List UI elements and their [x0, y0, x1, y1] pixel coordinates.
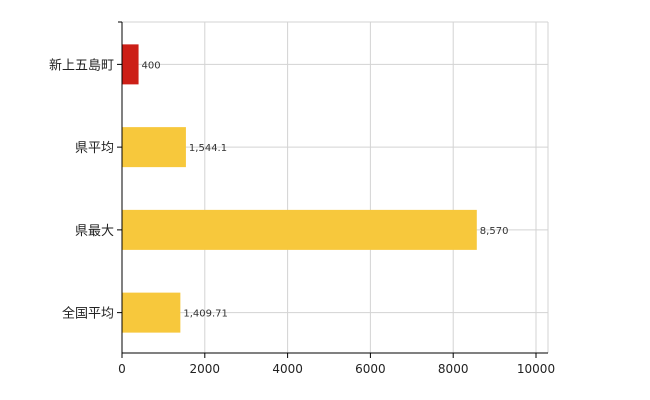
axes: [118, 21, 548, 354]
grid-lines: [122, 21, 549, 353]
bar-1: [122, 127, 186, 168]
category-label-0: 新上五島町: [49, 57, 114, 73]
bar-0: [122, 44, 139, 85]
data-label-2: 8,570: [480, 226, 509, 237]
category-label-3: 全国平均: [62, 306, 114, 322]
x-tick-label-1: 2000: [190, 362, 221, 376]
category-label-2: 県最大: [75, 224, 114, 239]
category-label-1: 県平均: [75, 141, 114, 156]
x-tick-label-4: 8000: [438, 362, 469, 376]
x-axis-ticks: 0 2000 4000 6000 8000 10000: [118, 353, 555, 376]
data-labels: 400 1,544.1 8,570 1,409.71: [142, 60, 509, 319]
bars: [122, 44, 477, 333]
x-tick-label-2: 4000: [272, 362, 303, 376]
data-label-0: 400: [142, 60, 161, 71]
x-tick-label-0: 0: [118, 362, 126, 376]
bar-3: [122, 292, 181, 333]
data-label-1: 1,544.1: [189, 143, 227, 154]
data-label-3: 1,409.71: [183, 309, 228, 320]
x-tick-label-5: 10000: [517, 362, 555, 376]
x-tick-label-3: 6000: [355, 362, 386, 376]
bar-2: [122, 209, 477, 250]
